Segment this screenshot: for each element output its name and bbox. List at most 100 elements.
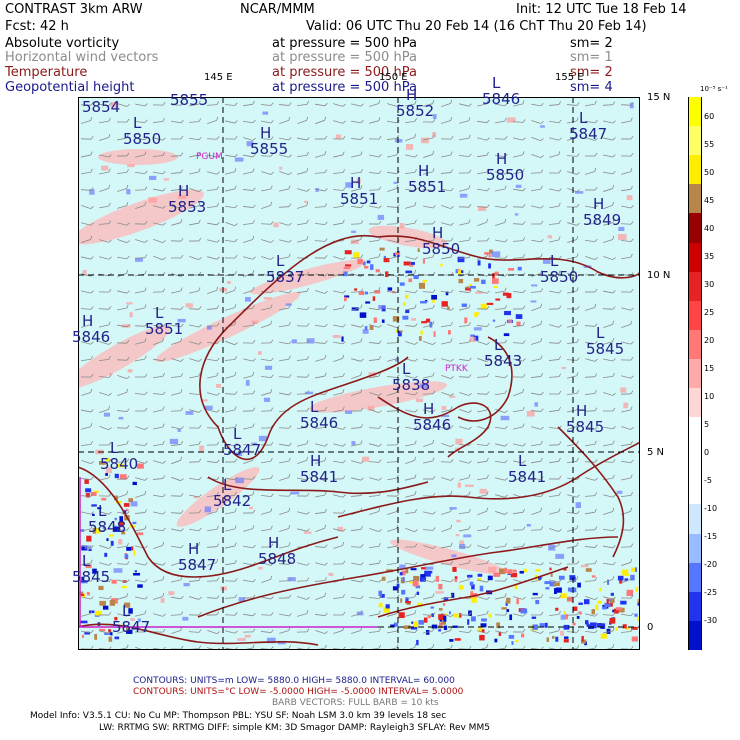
wind-barb	[620, 356, 634, 361]
wind-barb	[459, 103, 472, 107]
convective-cell	[626, 591, 632, 596]
wind-barb	[296, 356, 309, 361]
wind-barb	[531, 320, 543, 328]
convective-cell	[515, 639, 519, 643]
vorticity-speck	[441, 414, 450, 418]
wind-barb	[566, 203, 580, 208]
wind-barb	[513, 100, 525, 107]
wind-barb	[117, 134, 129, 141]
convective-cell	[92, 513, 95, 516]
wind-barb	[242, 390, 256, 395]
wind-barb	[99, 392, 112, 396]
wind-barb	[476, 373, 490, 378]
convective-cell	[358, 291, 365, 296]
wind-barb	[494, 255, 508, 259]
vorticity-speck	[246, 141, 254, 147]
high-center-symbol: H	[576, 402, 588, 420]
wind-barb	[459, 117, 471, 124]
colorbar-swatch	[688, 184, 702, 214]
convective-cell	[381, 319, 385, 323]
wind-barb	[333, 290, 346, 294]
convective-cell	[546, 637, 550, 642]
colorbar-unit: 10⁻⁵ s⁻¹	[700, 85, 728, 93]
wind-barb	[566, 390, 580, 395]
wind-barb	[117, 222, 130, 226]
convective-cell	[370, 264, 374, 270]
wind-barb	[279, 185, 291, 192]
vorticity-speck	[244, 634, 251, 638]
wind-barb	[99, 154, 112, 158]
wind-barb	[621, 375, 634, 379]
convective-cell	[481, 279, 486, 284]
vorticity-speck	[455, 438, 463, 445]
convective-cell	[549, 581, 556, 587]
wind-barb	[153, 205, 166, 209]
convective-cell	[486, 302, 494, 305]
wind-barb	[422, 289, 436, 293]
convective-cell	[620, 600, 627, 605]
vorticity-speck	[618, 226, 625, 232]
field-level: at pressure = 500 hPa	[272, 36, 417, 51]
convective-cell	[591, 609, 595, 615]
wind-barb	[296, 390, 310, 395]
wind-barb	[351, 371, 362, 380]
wind-barb	[261, 185, 273, 192]
wind-barb	[549, 236, 561, 243]
convective-cell	[431, 624, 438, 629]
wind-barb	[80, 102, 94, 106]
wind-barb	[261, 304, 273, 311]
wind-barb	[477, 168, 489, 175]
wind-barb	[134, 373, 148, 378]
wind-barb	[333, 389, 345, 396]
convective-cell	[506, 609, 510, 613]
convective-cell	[412, 580, 419, 587]
colorbar-swatch	[688, 126, 702, 156]
convective-cell	[424, 570, 431, 577]
convective-cell	[104, 552, 108, 557]
convective-cell	[544, 581, 552, 585]
convective-cell	[488, 263, 491, 269]
convective-cell	[106, 538, 109, 542]
wind-barb	[567, 222, 580, 226]
wind-barb	[243, 154, 256, 158]
wind-barb	[260, 153, 274, 157]
wind-barb	[405, 341, 418, 345]
wind-barb	[350, 220, 364, 225]
wind-barb	[495, 239, 508, 243]
wind-barb	[153, 357, 166, 362]
wind-barb	[135, 304, 147, 311]
convective-cell	[119, 516, 124, 522]
convective-cell	[610, 598, 615, 603]
vorticity-speck	[249, 506, 254, 510]
wind-barb	[188, 237, 202, 242]
vorticity-speck	[277, 640, 286, 645]
vorticity-speck	[182, 616, 189, 621]
low-center-symbol: L	[133, 114, 142, 132]
vorticity-speck	[185, 303, 193, 308]
convective-cell	[438, 608, 443, 611]
vorticity-speck	[258, 351, 262, 355]
convective-cell	[363, 261, 366, 266]
convective-cell	[128, 608, 133, 614]
convective-cell	[470, 616, 476, 622]
wind-barb	[602, 101, 616, 106]
vorticity-speck	[411, 318, 417, 321]
geopotential-height-value: 5855	[250, 140, 289, 158]
convective-cell	[496, 622, 500, 629]
colorbar-label: 10	[704, 392, 715, 401]
convective-cell	[577, 582, 581, 588]
wind-barb	[512, 373, 526, 378]
wind-barb	[189, 202, 201, 209]
convective-cell	[414, 623, 419, 626]
wind-barb	[116, 152, 130, 157]
wind-barb	[459, 304, 471, 311]
wind-barb	[584, 340, 598, 345]
wind-barb	[116, 168, 129, 175]
convective-cell	[464, 317, 468, 324]
wind-barb	[170, 135, 184, 140]
convective-cell	[589, 622, 597, 629]
wind-barb	[189, 168, 201, 175]
colorbar-label: -30	[704, 616, 718, 625]
wind-barb	[351, 103, 364, 107]
wind-barb	[98, 374, 112, 378]
